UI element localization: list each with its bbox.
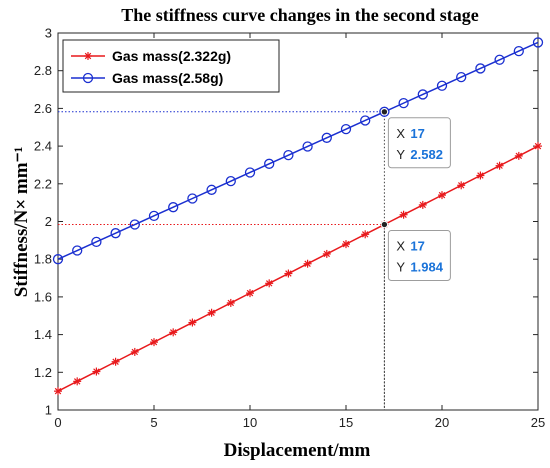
data-point <box>361 230 370 239</box>
data-point <box>72 245 83 256</box>
y-tick-label: 1.4 <box>34 327 52 342</box>
data-point <box>129 219 140 230</box>
data-point <box>188 318 197 327</box>
x-tick-label: 15 <box>339 415 353 430</box>
data-point <box>360 115 371 126</box>
data-point <box>495 161 504 170</box>
legend-swatch-marker <box>84 52 92 60</box>
datatip-y-value: 1.984 <box>410 260 443 275</box>
datatip-y-value: 2.582 <box>410 147 443 162</box>
datatip-x-value: 17 <box>410 239 424 254</box>
datatip-x-label: X <box>396 126 405 141</box>
chart-title: The stiffness curve changes in the secon… <box>121 5 479 25</box>
y-tick-label: 2 <box>45 214 52 229</box>
data-point <box>54 387 62 396</box>
data-point <box>302 141 313 152</box>
data-point <box>110 228 121 239</box>
y-tick-label: 2.2 <box>34 176 52 191</box>
legend-entry-label: Gas mass(2.322g) <box>112 48 231 64</box>
series-line-2 <box>57 41 539 260</box>
y-tick-label: 1.2 <box>34 365 52 380</box>
datatip-box <box>387 230 451 282</box>
x-tick-label: 10 <box>243 415 257 430</box>
y-tick-label: 2.4 <box>34 139 52 154</box>
x-axis-label: Displacement/mm <box>224 440 371 461</box>
data-point <box>130 347 139 356</box>
data-point <box>150 338 158 347</box>
data-point <box>207 308 216 317</box>
datatip-y-label: Y <box>396 147 405 162</box>
data-point <box>168 202 179 213</box>
data-point <box>457 181 466 190</box>
data-point <box>226 298 235 307</box>
data-point <box>514 151 523 160</box>
y-tick-label: 2.8 <box>34 63 52 78</box>
datatip-x-label: X <box>396 239 405 254</box>
datatip-marker <box>380 220 389 229</box>
data-point <box>92 367 101 376</box>
legend-box <box>62 39 280 93</box>
y-tick-label: 1.6 <box>34 289 52 304</box>
data-point <box>417 89 428 100</box>
data-point <box>399 210 408 219</box>
legend-entry-label: Gas mass(2.58g) <box>112 70 223 86</box>
plot-area: 0 5 10 15 20 25 1 1.2 1.4 1.6 1.8 2 2.2 2.4 2.6 2.8 3 X 17… <box>34 26 545 431</box>
datatip-box <box>387 117 451 169</box>
data-point <box>303 259 312 268</box>
y-tick-label: 2.6 <box>34 101 52 116</box>
data-point <box>265 279 274 288</box>
y-tick-label: 1 <box>45 403 52 418</box>
data-point <box>513 45 524 57</box>
y-axis-label: Stiffness/N× mm⁻¹ <box>11 147 32 298</box>
data-point <box>264 158 275 169</box>
data-point <box>340 123 352 135</box>
data-point <box>379 106 390 117</box>
data-point <box>244 167 256 178</box>
x-tick-label: 20 <box>435 415 449 430</box>
data-point <box>532 37 544 48</box>
data-point <box>456 71 467 83</box>
y-tick-label: 1.8 <box>34 252 52 267</box>
data-point <box>342 240 350 249</box>
data-point <box>283 149 294 161</box>
data-point <box>52 254 64 265</box>
data-point <box>246 289 254 298</box>
data-point <box>187 193 198 204</box>
data-point <box>169 328 178 337</box>
data-point <box>322 249 331 258</box>
data-point <box>494 54 505 65</box>
y-tick-label: 3 <box>45 26 52 41</box>
data-point <box>418 200 427 209</box>
data-point <box>476 171 485 180</box>
data-point <box>534 142 542 151</box>
legend-swatch-marker <box>82 72 94 84</box>
datatip-x-value: 17 <box>410 126 424 141</box>
data-point <box>148 210 160 221</box>
data-point <box>206 184 217 195</box>
datatip-marker <box>380 108 389 116</box>
data-point <box>284 269 293 278</box>
series-line-1 <box>57 145 539 392</box>
data-point <box>436 80 448 91</box>
datatip-y-label: Y <box>396 260 405 275</box>
data-point <box>225 176 236 187</box>
data-point <box>321 132 332 143</box>
x-tick-label: 25 <box>531 415 545 430</box>
data-point <box>398 97 409 109</box>
data-point <box>475 63 486 74</box>
data-point <box>91 236 102 248</box>
data-point <box>73 377 82 386</box>
data-point <box>111 357 120 366</box>
x-tick-label: 5 <box>150 415 157 430</box>
data-point <box>438 191 446 200</box>
x-tick-label: 0 <box>54 415 61 430</box>
